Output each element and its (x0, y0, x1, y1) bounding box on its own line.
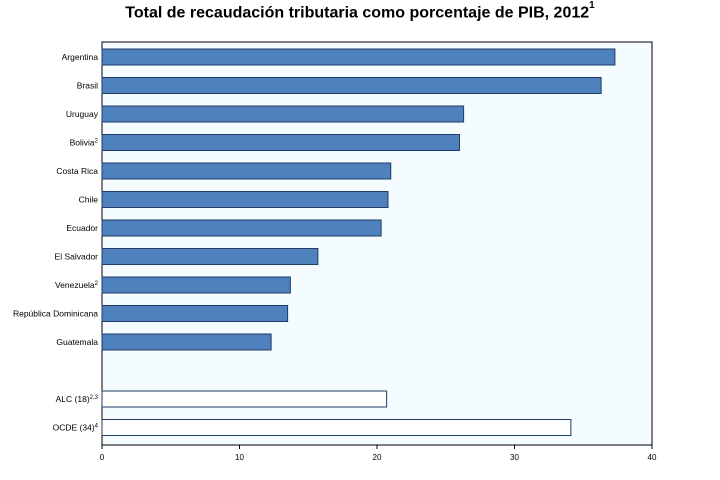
category-label: Argentina (62, 52, 99, 62)
x-tick-label: 0 (100, 453, 105, 462)
x-tick-label: 30 (510, 453, 519, 462)
bar-ecuador (101, 219, 382, 237)
category-label: Uruguay (66, 109, 99, 119)
bar-costa-rica (101, 162, 392, 180)
bar-el-salvador (101, 248, 319, 265)
bar-ocde-34 (101, 419, 572, 436)
category-label: Chile (79, 195, 99, 205)
category-label: Ecuador (66, 223, 98, 233)
chart-title-text: Total de recaudación tributaria como por… (125, 4, 590, 22)
chart-title-footnote: 1 (589, 0, 595, 11)
bars-layer (101, 48, 616, 436)
category-label: República Dominicana (13, 309, 98, 319)
bar-uruguay (101, 105, 465, 123)
bar-alc-18 (101, 390, 388, 408)
bar-bolivia (101, 134, 460, 151)
category-label: Guatemala (56, 337, 98, 347)
category-label: Brasil (77, 81, 98, 91)
category-labels: Argentina Brasil Uruguay Bolivia2 Costa Rica… (13, 52, 99, 433)
x-tick-label: 10 (235, 453, 244, 462)
x-tick-label: 40 (648, 453, 657, 462)
chart-title: Total de recaudación tributaria como por… (0, 0, 720, 22)
category-label: El Salvador (55, 252, 99, 262)
category-label: OCDE (34)4 (53, 423, 99, 433)
bar-chile (101, 191, 389, 208)
bar-guatemala (101, 333, 272, 351)
category-label: Venezuela2 (55, 280, 99, 290)
bar-venezuela (101, 276, 291, 294)
category-label: ALC (18)2,3 (56, 394, 99, 404)
category-label: Costa Rica (56, 166, 98, 176)
plot-area (101, 41, 653, 446)
x-axis: 0 10 20 30 40 (100, 445, 657, 462)
category-label: Bolivia2 (70, 138, 99, 148)
bar-rep-blica-dominicana (101, 305, 289, 322)
x-tick-label: 20 (373, 453, 382, 462)
bar-argentina (101, 48, 616, 66)
bar-brasil (101, 77, 602, 94)
